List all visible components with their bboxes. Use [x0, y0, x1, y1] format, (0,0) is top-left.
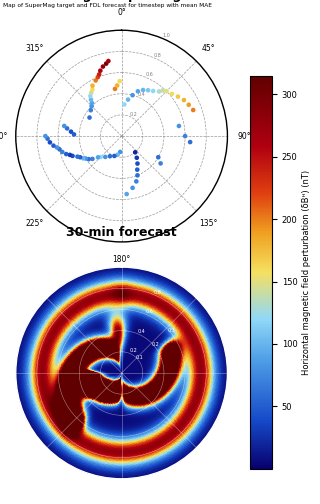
Point	[75, 153, 80, 161]
Point	[122, 100, 127, 108]
Point	[160, 86, 165, 94]
Point	[90, 82, 95, 90]
Point	[140, 86, 146, 94]
Text: 0.3: 0.3	[168, 328, 176, 333]
Point	[88, 106, 93, 114]
Point	[135, 87, 140, 95]
Point	[156, 88, 162, 96]
Point	[77, 153, 83, 161]
Point	[135, 171, 140, 179]
Point	[89, 89, 94, 97]
Point	[130, 91, 135, 99]
Point	[112, 85, 117, 93]
Point	[100, 62, 106, 71]
Point	[135, 160, 140, 168]
Point	[95, 153, 100, 161]
Text: Map of SuperMag target and FDL forecast for timestep with mean MAE: Map of SuperMag target and FDL forecast …	[3, 3, 212, 8]
Point	[115, 82, 120, 90]
Point	[115, 151, 120, 159]
Point	[64, 150, 69, 158]
Text: 0.1: 0.1	[136, 355, 143, 360]
Point	[57, 145, 62, 153]
Point	[70, 152, 75, 160]
Point	[93, 77, 98, 85]
Y-axis label: Horizontal magnetic field perturbation (δBᴴ) (nT): Horizontal magnetic field perturbation (…	[302, 170, 311, 374]
Point	[88, 92, 93, 100]
Point	[108, 152, 113, 160]
Point	[95, 73, 100, 81]
Point	[106, 57, 111, 65]
Point	[176, 122, 181, 130]
Point	[135, 166, 140, 174]
Point	[90, 85, 95, 93]
Point	[158, 159, 163, 167]
Point	[156, 153, 161, 161]
Point	[133, 148, 138, 156]
Text: 0.2: 0.2	[152, 342, 160, 347]
Point	[62, 122, 67, 130]
Point	[98, 67, 103, 75]
Point	[89, 99, 94, 107]
Point	[87, 113, 92, 121]
Point	[188, 138, 193, 146]
Point	[103, 153, 108, 161]
Point	[134, 177, 139, 185]
Point	[67, 151, 72, 159]
Point	[83, 155, 88, 163]
Title: 30-min forecast: 30-min forecast	[66, 225, 177, 238]
Point	[65, 124, 70, 133]
Point	[45, 135, 50, 143]
Point	[125, 96, 131, 104]
Point	[86, 155, 91, 163]
Point	[182, 132, 188, 140]
Point	[68, 128, 74, 136]
Point	[54, 144, 60, 152]
Point	[146, 86, 151, 94]
Point	[118, 148, 123, 156]
Point	[181, 96, 187, 104]
Point	[89, 102, 94, 110]
Point	[169, 90, 174, 98]
Point	[71, 131, 76, 139]
Point	[90, 155, 95, 163]
Point	[51, 142, 56, 150]
Point	[175, 93, 180, 101]
Point	[112, 152, 117, 160]
Point	[191, 106, 196, 114]
Point	[117, 77, 122, 85]
Point	[47, 138, 52, 146]
Point	[98, 153, 103, 161]
Point	[81, 154, 86, 162]
Point	[186, 101, 191, 109]
Point	[104, 59, 109, 68]
Point	[88, 96, 93, 104]
Point	[43, 132, 48, 140]
Point	[164, 87, 169, 95]
Point	[130, 184, 135, 192]
Point	[124, 190, 129, 198]
Title: Target SuperMag: Target SuperMag	[61, 0, 182, 2]
Point	[97, 71, 102, 79]
Point	[134, 154, 139, 162]
Point	[60, 148, 65, 156]
Point	[151, 87, 156, 95]
